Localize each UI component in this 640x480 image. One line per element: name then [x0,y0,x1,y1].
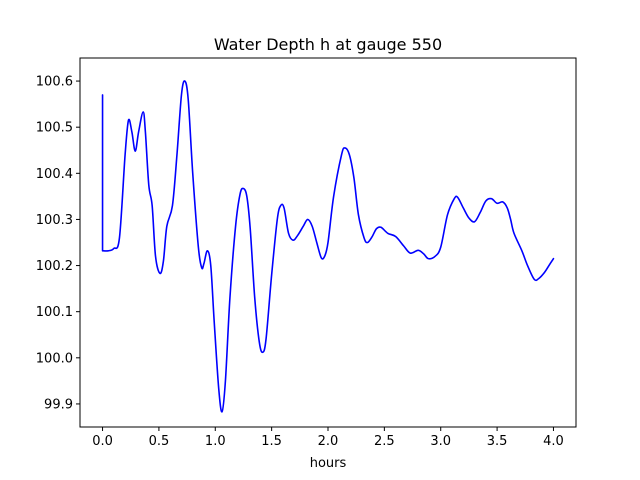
x-tick-label: 1.0 [205,434,226,449]
x-tick-label: 4.0 [543,434,564,449]
y-tick-label: 99.9 [44,397,73,412]
x-tick-label: 2.5 [374,434,395,449]
y-tick-label: 100.1 [36,305,73,320]
x-tick-label: 2.0 [318,434,339,449]
x-axis-label: hours [310,456,347,471]
y-tick-label: 100.6 [36,75,73,90]
axis-layer: 0.0 0.5 1.0 1.5 2.0 2.5 3.0 3.5 4.0 99.9 100.0 100.… [36,75,564,449]
series-line [101,80,555,413]
y-tick-label: 100.3 [36,213,73,228]
y-tick-label: 100.2 [36,259,73,274]
x-tick-label: 0.5 [149,434,170,449]
x-tick-label: 3.5 [487,434,508,449]
y-tick-label: 100.0 [36,351,73,366]
plot-frame [79,57,577,428]
y-tick-label: 100.5 [36,121,73,136]
y-tick-label: 100.4 [36,167,73,182]
data-layer [101,80,555,413]
x-tick-label: 1.5 [261,434,282,449]
x-tick-label: 0.0 [92,434,113,449]
x-tick-label: 3.0 [430,434,451,449]
chart-title: Water Depth h at gauge 550 [214,35,442,54]
